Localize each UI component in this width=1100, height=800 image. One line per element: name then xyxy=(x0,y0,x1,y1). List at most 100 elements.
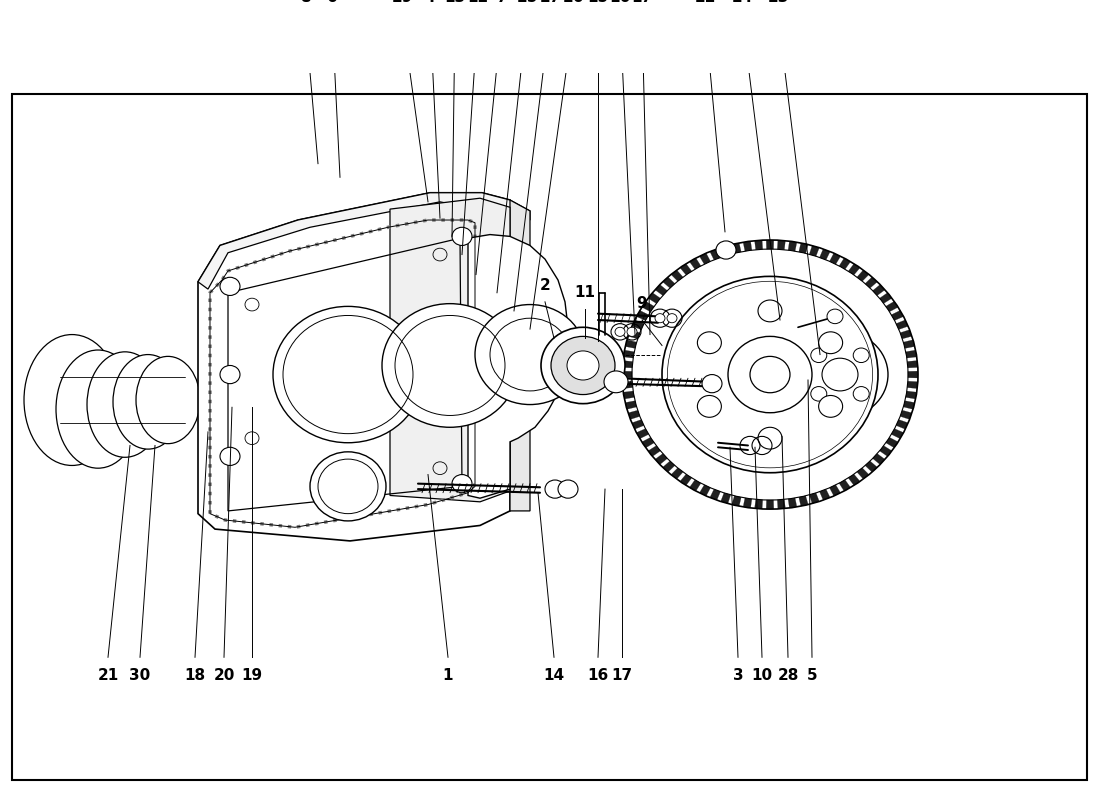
Circle shape xyxy=(452,227,472,246)
Polygon shape xyxy=(624,391,635,399)
Polygon shape xyxy=(778,499,785,509)
Polygon shape xyxy=(896,419,909,430)
Text: 19: 19 xyxy=(241,668,263,683)
Text: 28: 28 xyxy=(778,668,799,683)
Text: 2: 2 xyxy=(540,278,550,293)
Text: 9: 9 xyxy=(637,296,647,311)
Circle shape xyxy=(627,327,637,336)
Polygon shape xyxy=(198,193,510,541)
Circle shape xyxy=(220,278,240,295)
Polygon shape xyxy=(671,270,683,282)
Polygon shape xyxy=(744,241,752,251)
Polygon shape xyxy=(886,438,898,448)
Circle shape xyxy=(662,276,878,473)
Text: 30: 30 xyxy=(130,668,151,683)
Circle shape xyxy=(667,314,676,322)
Polygon shape xyxy=(700,485,711,496)
Text: 25: 25 xyxy=(516,0,538,5)
Polygon shape xyxy=(872,285,886,295)
Polygon shape xyxy=(710,249,720,260)
Polygon shape xyxy=(628,410,640,419)
Polygon shape xyxy=(625,401,637,410)
Polygon shape xyxy=(865,277,878,288)
Polygon shape xyxy=(891,429,903,438)
Polygon shape xyxy=(198,193,530,289)
Polygon shape xyxy=(848,264,860,275)
Polygon shape xyxy=(778,240,785,250)
Polygon shape xyxy=(625,340,637,348)
Polygon shape xyxy=(880,293,892,303)
Polygon shape xyxy=(654,285,668,295)
Polygon shape xyxy=(631,419,644,430)
Polygon shape xyxy=(648,293,660,303)
Text: 8: 8 xyxy=(299,0,310,5)
Polygon shape xyxy=(788,498,796,508)
Polygon shape xyxy=(720,246,730,256)
Circle shape xyxy=(827,309,843,324)
Circle shape xyxy=(758,427,782,449)
Text: 14: 14 xyxy=(543,668,564,683)
Circle shape xyxy=(854,348,869,362)
Circle shape xyxy=(728,336,812,413)
Circle shape xyxy=(310,452,386,521)
Circle shape xyxy=(811,386,827,401)
Polygon shape xyxy=(886,302,898,312)
Polygon shape xyxy=(908,382,917,389)
Text: 17: 17 xyxy=(631,0,652,5)
Circle shape xyxy=(544,480,565,498)
Polygon shape xyxy=(820,489,830,500)
Polygon shape xyxy=(390,198,510,502)
Polygon shape xyxy=(648,446,660,456)
Circle shape xyxy=(854,386,869,401)
Circle shape xyxy=(654,314,666,322)
Circle shape xyxy=(716,241,736,259)
Polygon shape xyxy=(905,350,916,358)
Polygon shape xyxy=(896,320,909,330)
Text: 3: 3 xyxy=(733,668,744,683)
Ellipse shape xyxy=(56,350,140,468)
Polygon shape xyxy=(788,241,796,251)
Circle shape xyxy=(475,305,585,405)
Polygon shape xyxy=(905,391,916,399)
Circle shape xyxy=(818,395,843,418)
Polygon shape xyxy=(732,496,741,506)
Circle shape xyxy=(566,351,600,380)
Ellipse shape xyxy=(136,356,200,444)
Text: 1: 1 xyxy=(442,668,453,683)
Text: 4: 4 xyxy=(425,0,436,5)
Polygon shape xyxy=(900,410,912,419)
Polygon shape xyxy=(810,493,820,503)
Circle shape xyxy=(220,447,240,466)
Circle shape xyxy=(702,374,722,393)
Text: 18: 18 xyxy=(185,668,206,683)
Circle shape xyxy=(220,366,240,384)
Circle shape xyxy=(818,332,843,354)
Text: 27: 27 xyxy=(539,0,561,5)
Text: 15: 15 xyxy=(587,0,608,5)
Polygon shape xyxy=(662,277,675,288)
Circle shape xyxy=(615,327,625,336)
Text: 22: 22 xyxy=(694,0,716,5)
Text: 16: 16 xyxy=(587,668,608,683)
Circle shape xyxy=(604,371,628,393)
Polygon shape xyxy=(820,249,830,260)
Text: 13: 13 xyxy=(444,0,465,5)
Text: 23: 23 xyxy=(768,0,789,5)
Circle shape xyxy=(697,395,722,418)
Polygon shape xyxy=(690,480,701,491)
Polygon shape xyxy=(628,330,640,339)
Polygon shape xyxy=(857,468,869,479)
Polygon shape xyxy=(468,234,568,498)
Polygon shape xyxy=(671,468,683,479)
Circle shape xyxy=(610,229,930,520)
Polygon shape xyxy=(799,496,808,506)
Text: 11: 11 xyxy=(574,285,595,300)
Polygon shape xyxy=(903,401,915,410)
Polygon shape xyxy=(654,454,668,465)
Polygon shape xyxy=(700,253,711,264)
Polygon shape xyxy=(744,498,752,508)
Polygon shape xyxy=(839,258,850,270)
Circle shape xyxy=(273,306,424,442)
Circle shape xyxy=(382,304,518,427)
Polygon shape xyxy=(767,500,773,509)
